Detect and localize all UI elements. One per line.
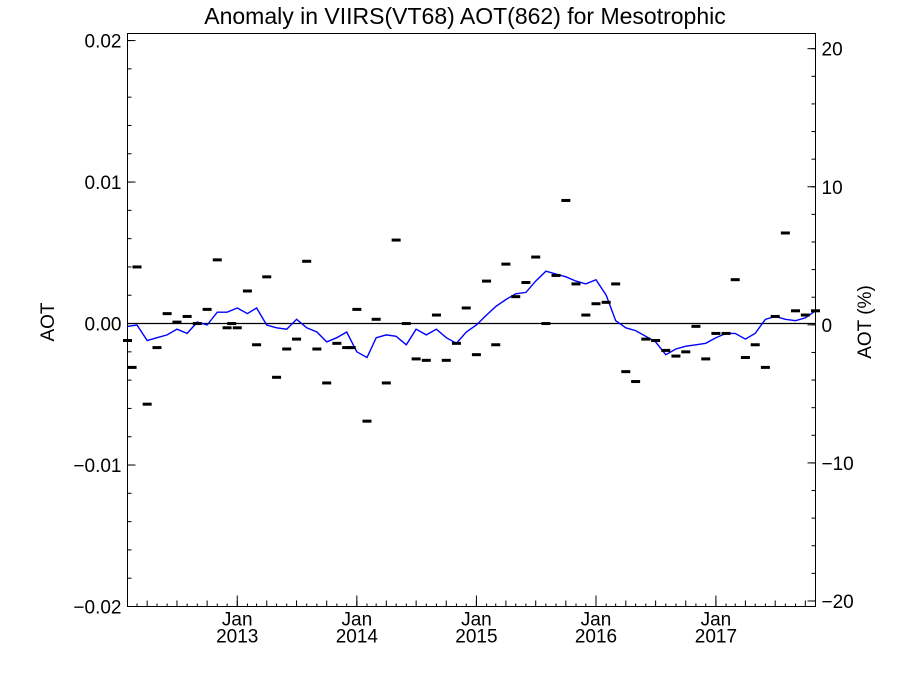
- y-tick-label: −0.01: [73, 456, 121, 477]
- anomaly-point: [730, 278, 740, 282]
- anomaly-point: [312, 347, 322, 351]
- anomaly-point: [127, 365, 137, 369]
- anomaly-point: [691, 324, 701, 328]
- x-tick-year-label: 2017: [695, 627, 737, 648]
- chart-title: Anomaly in VIIRS(VT68) AOT(862) for Meso…: [204, 3, 726, 29]
- plot-frame: [127, 33, 816, 607]
- anomaly-point: [391, 238, 401, 242]
- anomaly-point: [800, 313, 810, 317]
- anomaly-point: [581, 313, 591, 317]
- y-tick-label: 0.01: [85, 173, 122, 194]
- y-tick-label: −0.02: [73, 598, 121, 619]
- anomaly-point: [162, 312, 172, 316]
- x-tick-year-label: 2013: [216, 627, 258, 648]
- anomaly-point: [601, 300, 611, 304]
- anomaly-point: [322, 381, 332, 385]
- y-tick-label: 0.00: [85, 315, 122, 336]
- y2-tick-label: 20: [822, 40, 843, 61]
- anomaly-point: [551, 273, 561, 277]
- anomaly-point: [681, 350, 691, 354]
- x-tick-month-label: Jan: [222, 610, 253, 631]
- x-tick-month-label: Jan: [581, 610, 612, 631]
- y-tick-label: 0.02: [85, 32, 122, 53]
- y2-tick-label: 10: [822, 178, 843, 199]
- anomaly-point: [611, 282, 621, 286]
- anomaly-point: [362, 419, 372, 423]
- anomaly-point: [202, 307, 212, 311]
- anomaly-point: [302, 259, 312, 263]
- anomaly-point: [471, 353, 481, 357]
- anomaly-point: [272, 375, 282, 379]
- x-tick-month-label: Jan: [701, 610, 732, 631]
- anomaly-point: [461, 306, 471, 310]
- anomaly-point: [701, 357, 711, 361]
- anomaly-point: [421, 358, 431, 362]
- x-tick-month-label: Jan: [342, 610, 373, 631]
- anomaly-point: [571, 282, 581, 286]
- anomaly-point: [342, 346, 352, 350]
- anomaly-point: [641, 337, 651, 341]
- anomaly-point: [123, 339, 132, 343]
- x-tick-year-label: 2015: [455, 627, 497, 648]
- anomaly-point: [541, 322, 551, 326]
- anomaly-point: [431, 313, 441, 317]
- anomaly-point: [511, 295, 521, 299]
- anomaly-point: [152, 346, 162, 350]
- x-tick-year-label: 2014: [336, 627, 379, 648]
- anomaly-point: [381, 381, 391, 385]
- anomaly-point: [621, 370, 631, 374]
- anomaly-point: [346, 346, 356, 350]
- y2-tick-label: 0: [822, 316, 833, 337]
- anomaly-point: [232, 326, 242, 330]
- anomaly-point: [770, 314, 780, 318]
- y2-tick-label: −20: [822, 592, 854, 613]
- anomaly-point: [711, 331, 721, 335]
- anomaly-point: [352, 307, 362, 311]
- y2-tick-label: −10: [822, 454, 854, 475]
- anomaly-point: [591, 302, 601, 306]
- anomaly-point: [441, 358, 451, 362]
- anomaly-point: [182, 314, 192, 318]
- anomaly-point: [192, 322, 202, 326]
- anomaly-point: [760, 365, 770, 369]
- anomaly-point: [252, 343, 262, 347]
- anomaly-point: [172, 320, 182, 324]
- anomaly-point: [661, 348, 671, 352]
- anomaly-point: [222, 326, 232, 330]
- anomaly-point: [780, 231, 790, 235]
- anomaly-point: [791, 309, 801, 313]
- anomaly-smoothed-line: [127, 270, 816, 359]
- anomaly-point: [561, 198, 571, 202]
- anomaly-point: [521, 281, 531, 285]
- anomaly-point: [721, 331, 731, 335]
- anomaly-point: [401, 322, 411, 326]
- anomaly-point: [292, 337, 302, 341]
- y-axis-label: AOT: [38, 302, 59, 341]
- x-tick-year-label: 2016: [575, 627, 617, 648]
- anomaly-point: [811, 309, 820, 313]
- anomaly-point: [750, 343, 760, 347]
- anomaly-point: [227, 322, 237, 326]
- anomaly-point: [531, 255, 541, 259]
- anomaly-point: [142, 402, 152, 406]
- anomaly-point: [740, 355, 750, 359]
- anomaly-point: [371, 317, 381, 321]
- anomaly-point: [411, 357, 421, 361]
- anomaly-point: [451, 341, 461, 345]
- anomaly-point: [671, 354, 681, 358]
- x-tick-month-label: Jan: [461, 610, 492, 631]
- y2-axis-label: AOT (%): [855, 285, 876, 359]
- anomaly-point: [482, 279, 492, 283]
- anomaly-point: [262, 275, 272, 279]
- anomaly-point: [132, 265, 142, 269]
- anomaly-point: [212, 258, 222, 262]
- anomaly-point: [651, 339, 661, 343]
- anomaly-point: [282, 347, 292, 351]
- anomaly-point: [501, 262, 511, 266]
- anomaly-point: [491, 343, 501, 347]
- anomaly-point: [242, 289, 252, 293]
- anomaly-point: [631, 380, 641, 384]
- anomaly-point: [332, 341, 342, 345]
